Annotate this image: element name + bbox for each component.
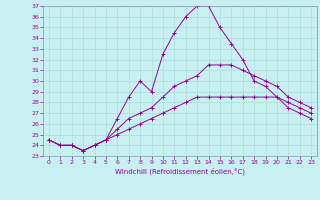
X-axis label: Windchill (Refroidissement éolien,°C): Windchill (Refroidissement éolien,°C)	[115, 168, 245, 175]
